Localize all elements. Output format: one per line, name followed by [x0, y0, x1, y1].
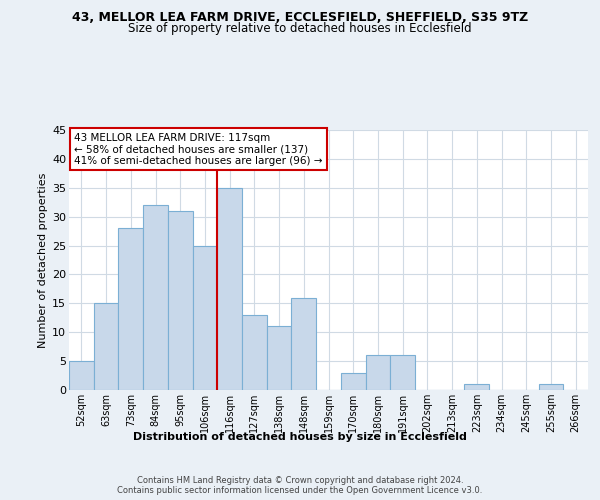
Text: Size of property relative to detached houses in Ecclesfield: Size of property relative to detached ho…	[128, 22, 472, 35]
Bar	[390, 356, 415, 390]
Bar	[267, 326, 292, 390]
Bar	[69, 361, 94, 390]
Text: 43 MELLOR LEA FARM DRIVE: 117sqm
← 58% of detached houses are smaller (137)
41% : 43 MELLOR LEA FARM DRIVE: 117sqm ← 58% o…	[74, 132, 323, 166]
Bar	[292, 298, 316, 390]
Bar	[539, 384, 563, 390]
Bar	[464, 384, 489, 390]
Bar	[341, 372, 365, 390]
Text: Contains HM Land Registry data © Crown copyright and database right 2024.
Contai: Contains HM Land Registry data © Crown c…	[118, 476, 482, 496]
Bar	[118, 228, 143, 390]
Bar	[94, 304, 118, 390]
Y-axis label: Number of detached properties: Number of detached properties	[38, 172, 48, 348]
Bar	[242, 315, 267, 390]
Bar	[143, 205, 168, 390]
Bar	[217, 188, 242, 390]
Text: Distribution of detached houses by size in Ecclesfield: Distribution of detached houses by size …	[133, 432, 467, 442]
Text: 43, MELLOR LEA FARM DRIVE, ECCLESFIELD, SHEFFIELD, S35 9TZ: 43, MELLOR LEA FARM DRIVE, ECCLESFIELD, …	[72, 11, 528, 24]
Bar	[168, 211, 193, 390]
Bar	[193, 246, 217, 390]
Bar	[365, 356, 390, 390]
